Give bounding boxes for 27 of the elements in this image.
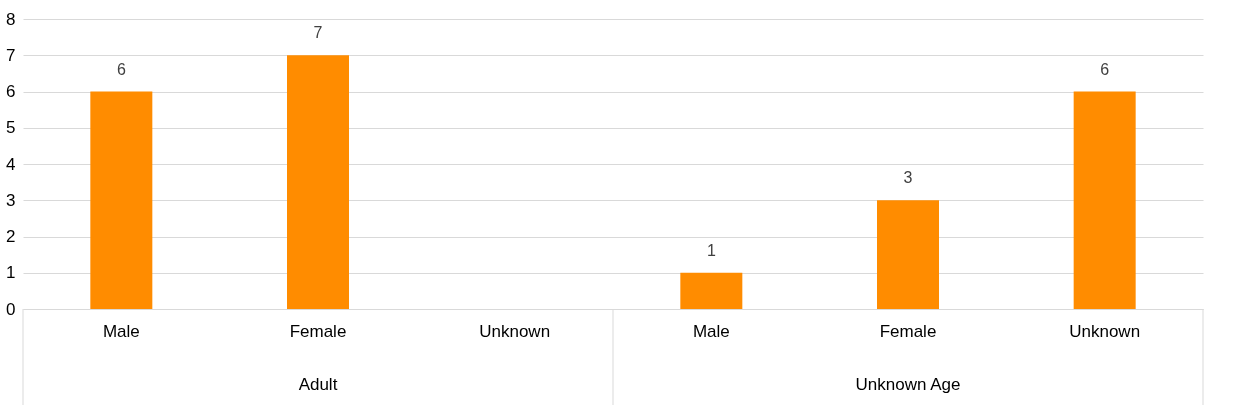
y-tick-label: 4: [6, 154, 16, 174]
data-label: 6: [116, 60, 126, 78]
x-tick-label: Unknown: [479, 321, 551, 341]
bar: [877, 200, 939, 309]
data-label: 6: [1100, 60, 1110, 78]
bar: [1073, 91, 1136, 309]
bar: [287, 55, 349, 309]
bar: [90, 91, 153, 309]
y-tick-label: 1: [6, 263, 16, 283]
text: Adult: [298, 375, 338, 394]
y-tick-label: 5: [6, 118, 16, 138]
y-tick-label: 7: [6, 45, 16, 65]
text: Unknown Age: [855, 375, 961, 394]
y-tick-label: 3: [6, 190, 16, 210]
y-tick-label: 6: [6, 82, 16, 101]
x-tick-label: Male: [102, 321, 140, 341]
bar: [680, 272, 743, 309]
data-label: 7: [313, 24, 323, 42]
y-tick-label: 0: [6, 299, 16, 319]
y-tick-label: 2: [6, 227, 16, 246]
data-label: 1: [706, 241, 716, 259]
x-tick-label: Female: [879, 321, 937, 341]
y-tick-label: 8: [6, 9, 16, 29]
data-label: 3: [903, 169, 913, 187]
x-tick-label: Male: [692, 321, 730, 341]
x-tick-label: Unknown: [1069, 321, 1141, 341]
x-tick-label: Female: [289, 321, 347, 341]
